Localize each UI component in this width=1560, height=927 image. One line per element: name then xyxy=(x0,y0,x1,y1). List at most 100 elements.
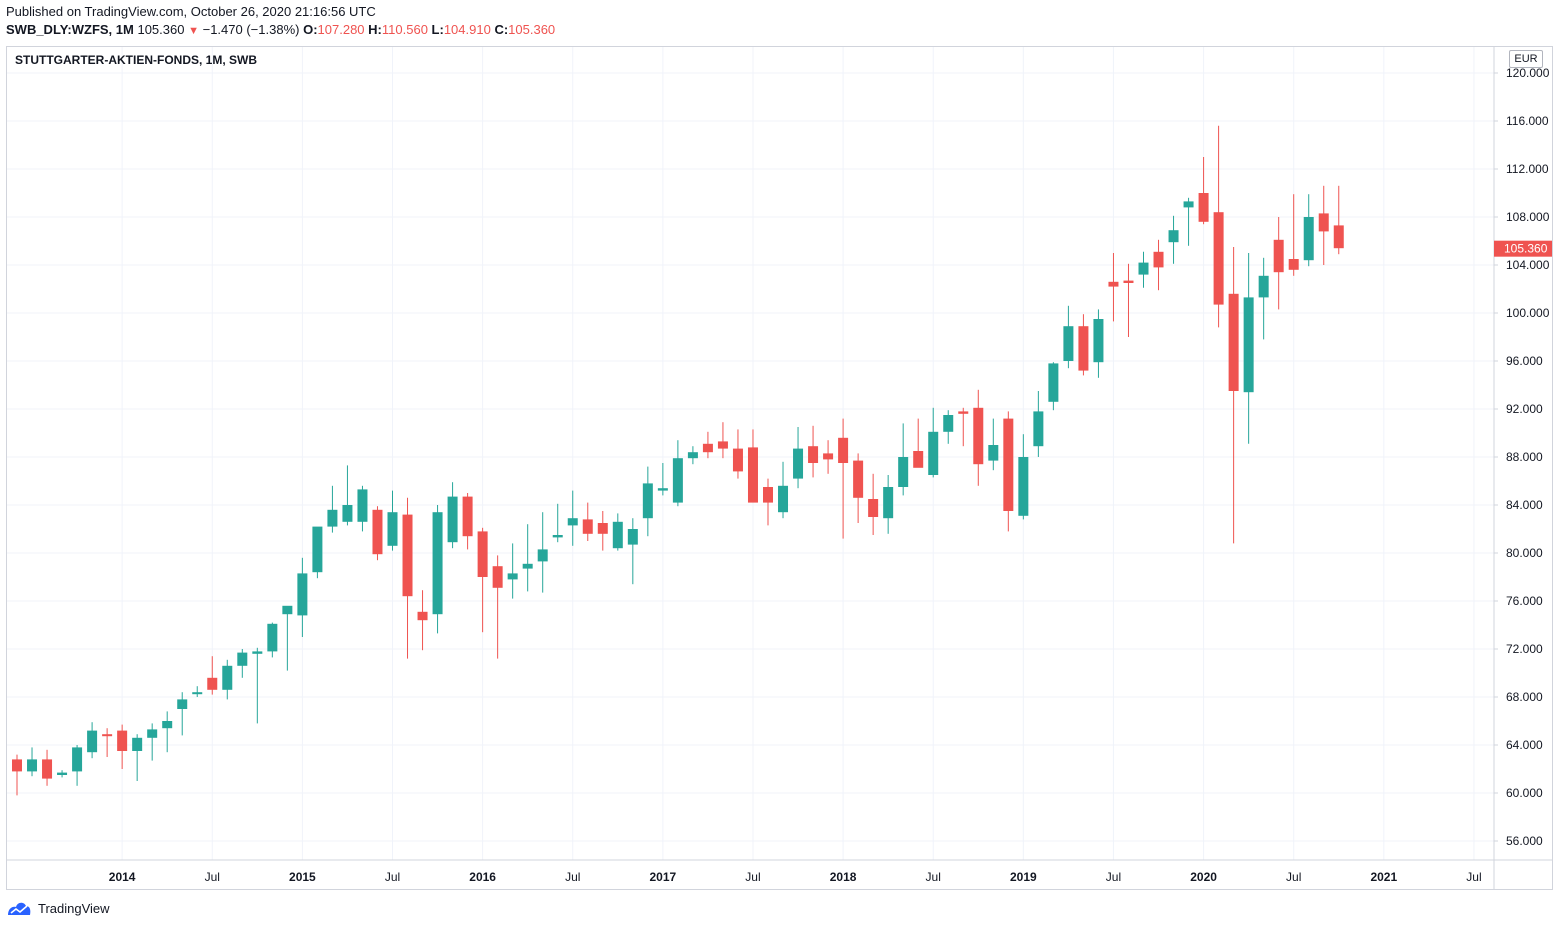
candle-body xyxy=(1003,418,1014,511)
currency-badge[interactable]: EUR xyxy=(1509,50,1543,68)
candle-body xyxy=(207,677,218,690)
candle-body xyxy=(702,443,713,453)
candle-body xyxy=(763,487,773,503)
y-tick-label: 108.000 xyxy=(1506,210,1550,224)
candle-body xyxy=(177,699,188,709)
candle-body xyxy=(973,407,984,465)
y-tick-label: 92.000 xyxy=(1506,402,1543,416)
chart-title: STUTTGARTER-AKTIEN-FONDS, 1M, SWB xyxy=(15,53,257,67)
y-tick-label: 76.000 xyxy=(1506,594,1543,608)
x-tick-label: 2015 xyxy=(289,870,316,884)
candle-body xyxy=(1138,262,1149,275)
close-value: 105.360 xyxy=(508,22,556,37)
candle-body xyxy=(732,448,743,472)
y-tick-label: 72.000 xyxy=(1506,642,1543,656)
x-tick-label: 2020 xyxy=(1190,870,1217,884)
candle-body xyxy=(1063,326,1074,361)
candle-body xyxy=(72,747,83,772)
candle-body xyxy=(597,523,608,534)
x-tick-label: Jul xyxy=(205,870,220,884)
y-tick-label: 120.000 xyxy=(1506,66,1550,80)
candle-body xyxy=(823,453,834,460)
symbol-ohlc-line: SWB_DLY:WZFS, 1M 105.360 ▼ −1.470 (−1.38… xyxy=(6,22,555,37)
candle-body xyxy=(582,519,593,534)
candle-body xyxy=(627,529,638,545)
chart-frame xyxy=(6,46,1553,890)
x-tick-label: 2016 xyxy=(469,870,496,884)
candle-body xyxy=(222,665,233,690)
candle-body xyxy=(1153,251,1164,268)
candle-body xyxy=(853,460,864,498)
x-tick-label: Jul xyxy=(385,870,400,884)
candle-body xyxy=(432,512,443,615)
candle-body xyxy=(1033,411,1044,447)
candle-body xyxy=(1288,259,1299,270)
candle-body xyxy=(928,431,939,475)
candle-body xyxy=(132,737,143,751)
last-price-badge xyxy=(1494,240,1552,257)
candle-body xyxy=(958,411,969,414)
candle-body xyxy=(1018,457,1029,516)
y-tick-label: 112.000 xyxy=(1506,162,1549,176)
x-tick-label: 2021 xyxy=(1370,870,1397,884)
candle-body xyxy=(868,499,879,517)
y-tick-label: 88.000 xyxy=(1506,450,1543,464)
low-label: L: xyxy=(431,22,444,37)
candle-body xyxy=(1093,319,1104,363)
candle-body xyxy=(612,521,623,549)
candle-body xyxy=(477,531,488,577)
y-tick-label: 96.000 xyxy=(1506,354,1543,368)
candle-body xyxy=(102,734,113,737)
close-label: C: xyxy=(494,22,509,37)
candle-body xyxy=(117,730,128,751)
x-tick-label: 2017 xyxy=(650,870,677,884)
candle-body xyxy=(1078,326,1089,371)
candle-body xyxy=(417,611,428,621)
y-tick-label: 100.000 xyxy=(1506,306,1550,320)
candle-body xyxy=(1318,213,1329,232)
y-tick-label: 80.000 xyxy=(1506,546,1543,560)
candle-body xyxy=(793,448,804,479)
candle-body xyxy=(312,526,323,573)
candle-body xyxy=(1228,293,1239,391)
footer-brand[interactable]: TradingView xyxy=(6,900,110,916)
candle-body xyxy=(1123,280,1134,283)
candle-body xyxy=(192,692,203,695)
candle-body xyxy=(237,652,248,666)
candle-body xyxy=(687,452,698,459)
open-label: O: xyxy=(303,22,318,37)
x-tick-label: Jul xyxy=(745,870,760,884)
candle-body xyxy=(537,549,548,562)
candle-body xyxy=(1108,281,1119,287)
candle-body xyxy=(567,518,578,526)
candle-body xyxy=(12,759,22,772)
candle-body xyxy=(297,573,308,616)
candle-body xyxy=(387,512,398,546)
candle-body xyxy=(1168,230,1179,243)
candle-body xyxy=(492,566,503,588)
y-tick-label: 64.000 xyxy=(1506,738,1543,752)
candle-body xyxy=(57,772,68,775)
x-tick-label: Jul xyxy=(926,870,941,884)
candle-body xyxy=(1243,297,1254,393)
last-price-label: 105.360 xyxy=(1504,242,1548,256)
candle-body xyxy=(252,651,263,654)
candle-body xyxy=(462,496,473,537)
y-tick-label: 56.000 xyxy=(1506,834,1543,848)
candle-body xyxy=(778,485,789,513)
x-tick-label: Jul xyxy=(1466,870,1481,884)
candle-body xyxy=(327,509,338,527)
x-tick-label: 2019 xyxy=(1010,870,1037,884)
candle-body xyxy=(27,759,38,772)
candle-body xyxy=(717,441,728,449)
candle-body xyxy=(988,445,999,461)
candle-body xyxy=(1183,201,1194,208)
candle-body xyxy=(672,458,683,503)
candle-body xyxy=(747,447,758,503)
candle-body xyxy=(1333,225,1344,249)
y-tick-label: 116.000 xyxy=(1506,114,1549,128)
x-tick-label: 2018 xyxy=(830,870,857,884)
candle-body xyxy=(898,457,909,487)
y-tick-label: 60.000 xyxy=(1506,786,1543,800)
